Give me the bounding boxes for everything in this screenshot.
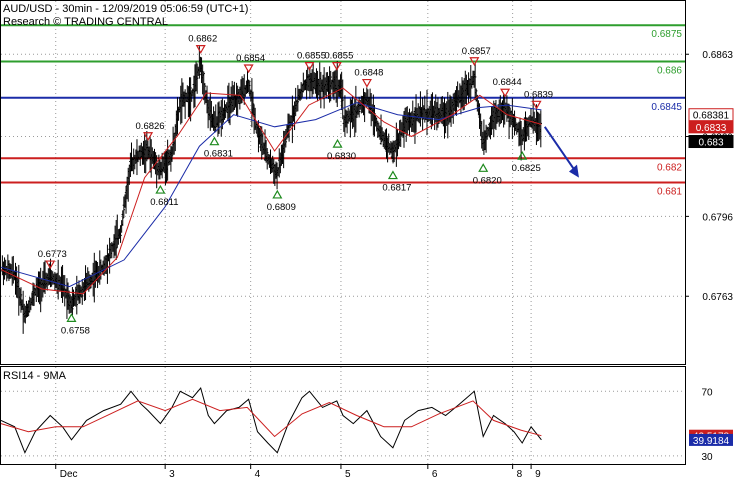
down-triangle-icon bbox=[500, 88, 511, 98]
price-tag-label: 0.68381 bbox=[693, 111, 730, 122]
arrow-down-icon bbox=[568, 164, 579, 178]
swing-annotations: 0.6773 0.6758 0.6826 0.6811 0.6862 0.6831 0.68… bbox=[38, 34, 553, 337]
up-triangle-icon bbox=[155, 184, 166, 194]
time-axis: Dec 3 4 5 6 8 9 bbox=[55, 464, 541, 480]
swing-low-label: 0.6831 bbox=[204, 149, 233, 160]
forecast-arrow-shaft bbox=[543, 126, 576, 172]
level-label: 0.681 bbox=[657, 187, 682, 198]
swing-low-label: 0.6811 bbox=[150, 197, 178, 208]
swing-high-label: 0.6855 bbox=[324, 51, 353, 62]
level-label: 0.6875 bbox=[651, 29, 682, 40]
rsi-tick-label: 70 bbox=[701, 387, 713, 398]
time-tick-label: 3 bbox=[169, 469, 175, 480]
rsi-grid bbox=[1, 367, 685, 464]
rsi-series-line bbox=[0, 398, 542, 438]
chart-subtitle: Research © TRADING CENTRAL bbox=[3, 16, 168, 28]
price-tag bbox=[688, 120, 734, 134]
swing-low-label: 0.6825 bbox=[512, 163, 541, 174]
chart-title: AUD/USD - 30min - 12/09/2019 05:06:59 (U… bbox=[3, 3, 248, 15]
swing-low-label: 0.6817 bbox=[382, 183, 411, 194]
rsi-tag-label: 39.9184 bbox=[693, 436, 730, 447]
swing-high-label: 0.6862 bbox=[188, 34, 217, 45]
price-tick-label: 0.6796 bbox=[702, 212, 733, 223]
swing-low-label: 0.6830 bbox=[327, 151, 356, 162]
forecast-arrow bbox=[543, 126, 579, 178]
price-candles bbox=[1, 46, 543, 334]
level-label: 0.682 bbox=[657, 162, 682, 173]
down-triangle-icon bbox=[45, 260, 56, 270]
down-triangle-icon bbox=[195, 45, 206, 54]
down-triangle-icon bbox=[331, 62, 342, 71]
price-tag-label: 0.683 bbox=[698, 138, 723, 149]
time-tick-label: 4 bbox=[255, 469, 261, 480]
swing-high-label: 0.6855 bbox=[297, 51, 326, 62]
down-triangle-icon bbox=[531, 100, 542, 110]
swing-high-label: 0.6826 bbox=[136, 121, 165, 132]
up-triangle-icon bbox=[387, 170, 398, 180]
up-triangle-icon bbox=[478, 163, 489, 172]
swing-high-label: 0.6844 bbox=[493, 77, 522, 88]
swing-high-label: 0.6839 bbox=[524, 89, 553, 100]
swing-low-label: 0.6820 bbox=[473, 175, 502, 186]
price-tick-label: 0.6763 bbox=[702, 292, 733, 303]
price-tag bbox=[688, 135, 734, 149]
time-tick-label: 5 bbox=[345, 469, 351, 480]
up-triangle-icon bbox=[332, 138, 343, 148]
down-triangle-icon bbox=[304, 62, 315, 71]
level-label: 0.686 bbox=[657, 66, 682, 77]
moving-averages bbox=[0, 87, 542, 295]
rsi-tick-label: 30 bbox=[701, 452, 713, 463]
down-triangle-icon bbox=[143, 132, 154, 141]
swing-high-label: 0.6857 bbox=[462, 46, 491, 57]
up-triangle-icon bbox=[517, 150, 528, 160]
down-triangle-icon bbox=[243, 64, 254, 74]
ma-fast-line bbox=[0, 87, 542, 295]
rsi-series-line bbox=[0, 386, 542, 454]
price-tag-label: 0.6833 bbox=[696, 123, 727, 134]
rsi-lines bbox=[0, 386, 542, 454]
swing-high-label: 0.6854 bbox=[236, 53, 265, 64]
time-tick-label: 9 bbox=[535, 469, 541, 480]
rsi-tag bbox=[689, 433, 733, 446]
rsi-title: RSI14 - 9MA bbox=[3, 370, 67, 382]
up-triangle-icon bbox=[272, 189, 283, 199]
down-triangle-icon bbox=[361, 78, 372, 88]
time-tick-label: 6 bbox=[432, 469, 438, 480]
swing-high-label: 0.6848 bbox=[354, 68, 383, 79]
price-tick-label: 0.6863 bbox=[702, 50, 733, 61]
time-tick-label: 8 bbox=[517, 469, 523, 480]
level-label: 0.6845 bbox=[651, 102, 682, 113]
swing-low-label: 0.6758 bbox=[61, 325, 90, 336]
swing-low-label: 0.6809 bbox=[267, 202, 296, 213]
up-triangle-icon bbox=[209, 136, 220, 146]
swing-high-label: 0.6773 bbox=[38, 249, 67, 260]
time-tick-label: Dec bbox=[60, 469, 78, 480]
up-triangle-icon bbox=[66, 313, 77, 322]
down-triangle-icon bbox=[469, 57, 480, 66]
